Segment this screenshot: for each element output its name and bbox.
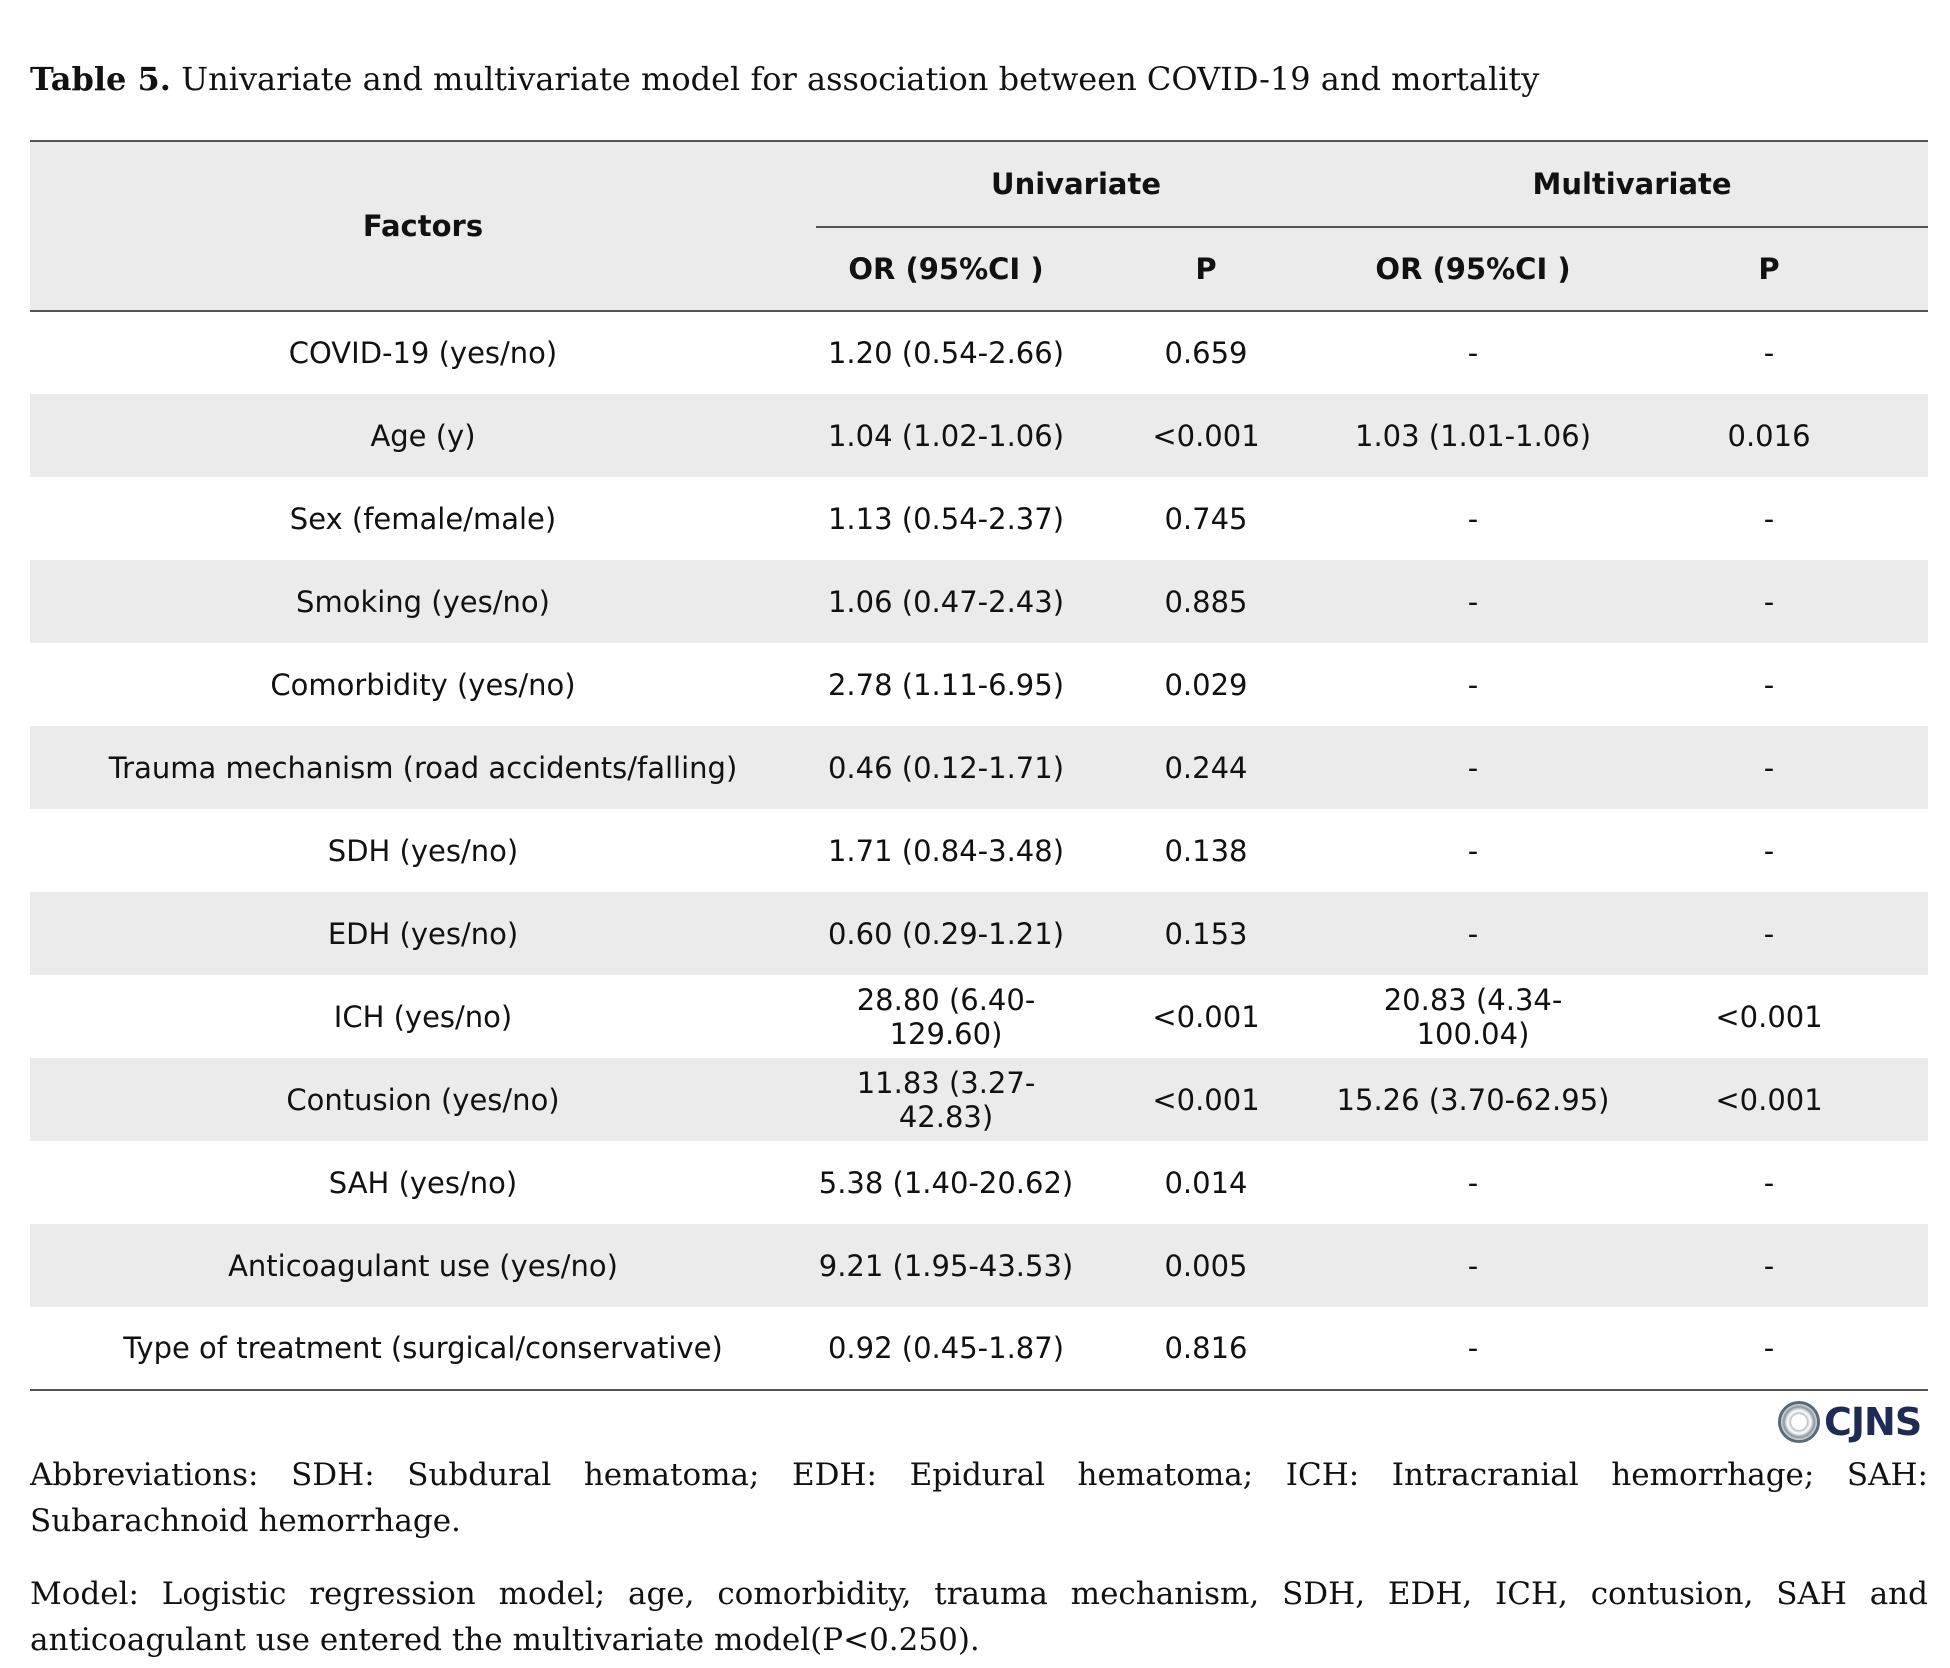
multivariate-p-cell: - [1610,892,1929,975]
factor-cell: Comorbidity (yes/no) [270,667,576,702]
table-row: Smoking (yes/no) 1.06 (0.47-2.43) 0.885- - [30,560,1929,643]
results-table: Factors Univariate Multivariate OR (95%C… [30,140,1929,1391]
univariate-or-cell: 0.92 (0.45-1.87) [827,1331,1065,1365]
univariate-p-cell: 0.153 [1076,892,1337,975]
univariate-or-cell: 2.78 (1.11-6.95) [827,667,1065,702]
factor-cell: Trauma mechanism (road accidents/falling… [30,726,816,809]
table-row: Age (y) 1.04 (1.02-1.06) <0.001 1.03 (1.01-… [30,394,1929,477]
factor-cell: Anticoagulant use (yes/no) [30,1224,816,1307]
univariate-or-cell: 28.80 (6.40-129.60) [856,982,1036,1051]
multivariate-or-cell: - [1336,892,1611,975]
univariate-p-cell: 0.029 [1164,667,1248,702]
multivariate-p-cell: - [1763,833,1775,868]
univariate-p-cell: <0.001 [1076,394,1337,477]
multivariate-or-cell: - [1467,1331,1479,1365]
multivariate-or-cell: - [1336,1224,1611,1307]
multivariate-p-cell: 0.016 [1610,394,1929,477]
multivariate-p-cell: - [1610,726,1929,809]
journal-seal-icon [1778,1401,1820,1443]
multivariate-or-cell: 20.83 (4.34-100.04) [1383,982,1563,1051]
multivariate-or-cell: - [1467,336,1479,370]
table-caption: Table 5. Univariate and multivariate mod… [30,60,1930,98]
univariate-or-cell: 9.21 (1.95-43.53) [816,1224,1076,1307]
univariate-or-cell: 0.46 (0.12-1.71) [816,726,1076,809]
table-row: Trauma mechanism (road accidents/falling… [30,726,1929,809]
univariate-p-cell: 0.244 [1076,726,1337,809]
multivariate-p-cell: <0.001 [1715,999,1823,1034]
multivariate-p-cell: - [1763,501,1775,536]
multivariate-p-cell: - [1610,560,1929,643]
multivariate-or-cell: - [1467,501,1479,536]
univariate-p-cell: 0.745 [1164,501,1248,536]
factor-cell: Sex (female/male) [289,501,557,536]
multivariate-p-cell: - [1763,336,1775,370]
univariate-p-cell: 0.816 [1164,1331,1248,1365]
table-body: COVID-19 (yes/no) 1.20 (0.54-2.66) 0.659- -… [30,311,1929,1390]
multivariate-p-cell: - [1763,1331,1775,1365]
factor-cell: SDH (yes/no) [327,833,519,868]
factor-cell: EDH (yes/no) [30,892,816,975]
table-row: Anticoagulant use (yes/no) 9.21 (1.95-43.… [30,1224,1929,1307]
table-row: ICH (yes/no) 28.80 (6.40-129.60) <0.001 20.… [30,975,1928,1058]
header-multivariate-p: P [1610,227,1929,311]
table-row: Contusion (yes/no) 11.83 (3.27-42.83) <0.0… [30,1058,1929,1141]
univariate-p-cell: <0.001 [1152,999,1260,1034]
univariate-p-cell: 0.659 [1164,336,1248,370]
multivariate-p-cell: - [1610,1224,1929,1307]
header-univariate-p: P [1076,227,1337,311]
univariate-or-cell: 1.04 (1.02-1.06) [816,394,1076,477]
table-row: Type of treatment (surgical/conservative… [30,1307,1929,1390]
table-number: Table 5. [30,60,171,98]
header-univariate: Univariate [816,141,1337,228]
table-row: COVID-19 (yes/no) 1.20 (0.54-2.66) 0.659 - - [30,311,1928,394]
factor-cell: COVID-19 (yes/no) [288,336,558,370]
factor-cell: SAH (yes/no) [328,1165,518,1200]
univariate-or-cell: 5.38 (1.40-20.62) [818,1165,1074,1200]
table-row: SAH (yes/no) 5.38 (1.40-20.62) 0.014 - - [30,1141,1928,1224]
header-multivariate: Multivariate [1336,141,1929,228]
header-factors: Factors [30,141,816,311]
abbreviations-note: Abbreviations: SDH: Subdural hematoma; E… [30,1457,1928,1539]
factor-cell: Smoking (yes/no) [30,560,816,643]
factor-cell: Contusion (yes/no) [30,1058,816,1141]
univariate-p-cell: 0.138 [1164,833,1248,868]
model-note: Model: Logistic regression model; age, c… [30,1576,1928,1658]
multivariate-or-cell: - [1467,1165,1479,1200]
multivariate-or-cell: 1.03 (1.01-1.06) [1336,394,1611,477]
univariate-p-cell: 0.885 [1076,560,1337,643]
table-title: Univariate and multivariate model for as… [181,60,1540,98]
multivariate-p-cell: <0.001 [1610,1058,1929,1141]
multivariate-or-cell: 15.26 (3.70-62.95) [1336,1058,1611,1141]
factor-cell: ICH (yes/no) [333,999,513,1034]
multivariate-or-cell: - [1467,667,1479,702]
univariate-or-cell: 0.60 (0.29-1.21) [816,892,1076,975]
header-multivariate-or: OR (95%CI ) [1336,227,1611,311]
table-row: Comorbidity (yes/no) 2.78 (1.11-6.95) 0.02… [30,643,1928,726]
factor-cell: Type of treatment (surgical/conservative… [123,1331,723,1365]
univariate-or-cell: 1.06 (0.47-2.43) [816,560,1076,643]
table-row: Sex (female/male) 1.13 (0.54-2.37) 0.745 - - [30,477,1928,560]
factor-cell: Age (y) [30,394,816,477]
multivariate-p-cell: - [1763,667,1775,702]
header-univariate-or: OR (95%CI ) [816,227,1076,311]
univariate-p-cell: 0.005 [1076,1224,1337,1307]
univariate-or-cell: 1.20 (0.54-2.66) [827,336,1065,370]
univariate-or-cell: 11.83 (3.27-42.83) [816,1058,1076,1141]
univariate-or-cell: 1.13 (0.54-2.37) [827,501,1065,536]
journal-logo-text: CJNS [1824,1400,1922,1444]
multivariate-or-cell: - [1467,833,1479,868]
univariate-or-cell: 1.71 (0.84-3.48) [827,833,1065,868]
table-row: SDH (yes/no) 1.71 (0.84-3.48) 0.138 - - [30,809,1928,892]
univariate-p-cell: <0.001 [1076,1058,1337,1141]
table-row: EDH (yes/no) 0.60 (0.29-1.21) 0.153- - [30,892,1929,975]
multivariate-or-cell: - [1336,560,1611,643]
multivariate-or-cell: - [1336,726,1611,809]
multivariate-p-cell: - [1763,1165,1775,1200]
journal-logo: CJNS [1778,1396,1928,1448]
univariate-p-cell: 0.014 [1164,1165,1248,1200]
